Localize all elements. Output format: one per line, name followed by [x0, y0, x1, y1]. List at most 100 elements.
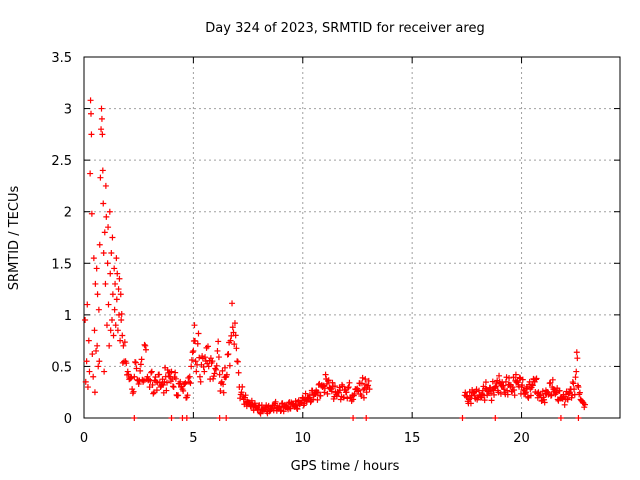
data-point [153, 387, 160, 394]
data-point [119, 332, 126, 339]
y-tick-label: 3.5 [51, 51, 72, 66]
data-points [82, 97, 588, 421]
axis-ticks: 0 0.5 1 1.5 2 2.5 3 3.5 0 5 10 15 20 [51, 51, 620, 446]
data-point [548, 392, 555, 399]
data-point [94, 342, 101, 349]
data-point [216, 371, 223, 378]
data-point [98, 126, 105, 133]
data-point [317, 392, 324, 399]
data-point [114, 327, 121, 334]
data-point [488, 397, 495, 404]
data-point [220, 381, 227, 388]
data-point [561, 401, 568, 408]
data-point [234, 358, 241, 365]
data-point [110, 332, 117, 339]
data-point [124, 368, 131, 375]
chart-title: Day 324 of 2023, SRMTID for receiver are… [205, 21, 484, 36]
y-tick-label: 2 [64, 206, 72, 221]
data-point [229, 324, 236, 331]
data-point [358, 380, 365, 387]
data-point [87, 97, 94, 104]
data-point [89, 351, 96, 358]
data-point [131, 415, 138, 421]
data-point [204, 343, 211, 350]
data-point [186, 373, 193, 380]
data-point [504, 387, 511, 394]
data-point [566, 390, 573, 397]
data-point [205, 363, 212, 370]
data-point [168, 415, 175, 421]
data-point [223, 371, 230, 378]
data-point [360, 394, 367, 401]
data-point [502, 378, 509, 385]
data-point [248, 397, 255, 404]
data-point [328, 388, 335, 395]
data-point [522, 390, 529, 397]
data-point [351, 390, 358, 397]
data-point [116, 275, 123, 282]
data-point [239, 383, 246, 390]
data-point [231, 341, 238, 348]
data-point [192, 337, 199, 344]
data-point [92, 280, 99, 287]
data-point [350, 396, 357, 403]
data-point [564, 395, 571, 402]
data-point [549, 376, 556, 383]
data-point [344, 384, 351, 391]
data-point [85, 337, 92, 344]
data-point [117, 291, 124, 298]
data-point [101, 368, 108, 375]
data-point [325, 377, 332, 384]
data-point [366, 386, 373, 393]
data-point [132, 358, 139, 365]
data-point [272, 398, 279, 405]
data-point [82, 378, 89, 385]
data-point [574, 355, 581, 362]
data-point [180, 387, 187, 394]
data-point [112, 322, 119, 329]
data-point [193, 368, 200, 375]
data-point [90, 255, 97, 262]
data-point [519, 382, 526, 389]
data-point [109, 317, 116, 324]
data-point [188, 363, 195, 370]
data-point [471, 392, 478, 399]
data-point [314, 396, 321, 403]
data-point [359, 374, 366, 381]
data-point [103, 322, 110, 329]
data-point [492, 383, 499, 390]
data-point [137, 367, 144, 374]
data-point [116, 311, 123, 318]
data-point [556, 387, 563, 394]
y-tick-label: 0 [64, 412, 72, 427]
data-point [233, 345, 240, 352]
data-point [102, 280, 109, 287]
data-point [135, 380, 142, 387]
data-point [111, 265, 118, 272]
data-point [215, 354, 222, 361]
data-point [117, 337, 124, 344]
data-point [492, 415, 499, 421]
data-point [581, 401, 588, 408]
data-point [95, 306, 102, 313]
data-point [365, 377, 372, 384]
data-point [227, 337, 234, 344]
data-point [500, 382, 507, 389]
data-point [88, 110, 95, 117]
data-point [302, 390, 309, 397]
data-point [196, 373, 203, 380]
data-point [172, 369, 179, 376]
x-tick-label: 5 [189, 431, 197, 446]
data-point [504, 391, 511, 398]
data-point [532, 376, 539, 383]
data-point [242, 392, 249, 399]
data-point [305, 395, 312, 402]
data-point [87, 170, 94, 177]
data-point [168, 368, 175, 375]
data-point [231, 320, 238, 327]
data-point [97, 174, 104, 181]
data-point [130, 388, 137, 395]
data-point [512, 371, 519, 378]
data-point [343, 389, 350, 396]
data-point [211, 370, 218, 377]
